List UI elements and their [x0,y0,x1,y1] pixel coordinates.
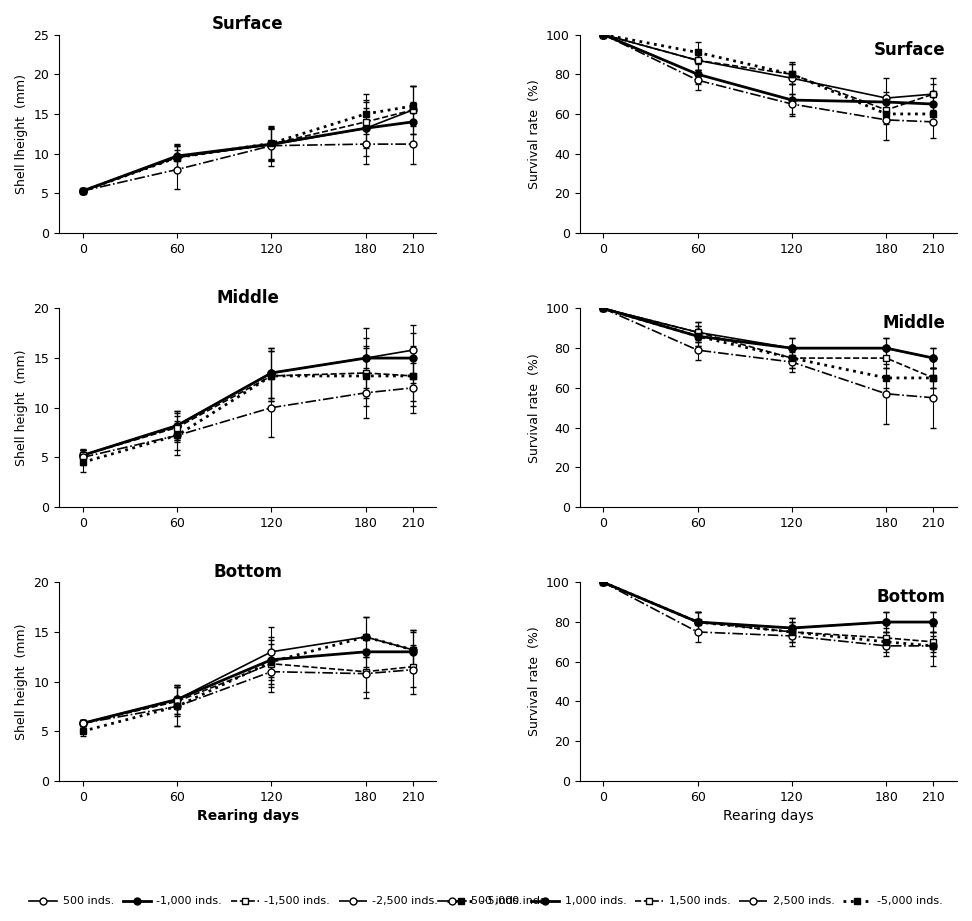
Y-axis label: Survival rate  (%): Survival rate (%) [528,353,540,462]
Y-axis label: Shell height  (mm): Shell height (mm) [15,624,28,740]
Title: Middle: Middle [217,289,279,307]
Title: Surface: Surface [212,15,284,33]
Legend: 500 inds., 1,000 inds., 1,500 inds., 2,500 inds., -5,000 inds.: 500 inds., 1,000 inds., 1,500 inds., 2,5… [434,892,947,911]
X-axis label: Rearing days: Rearing days [723,810,814,823]
Y-axis label: Shell height  (mm): Shell height (mm) [15,349,28,466]
Legend: 500 inds., -1,000 inds., -1,500 inds., -2,500 inds., -·5,000 inds.: 500 inds., -1,000 inds., -1,500 inds., -… [25,892,554,911]
Text: Surface: Surface [874,41,946,59]
Y-axis label: Survival rate  (%): Survival rate (%) [528,626,540,737]
Y-axis label: Survival rate  (%): Survival rate (%) [528,79,540,189]
Y-axis label: Shell lheight  (mm): Shell lheight (mm) [15,74,28,193]
Text: Bottom: Bottom [877,589,946,606]
Text: Middle: Middle [883,314,946,332]
Title: Bottom: Bottom [213,563,282,581]
X-axis label: Rearing days: Rearing days [196,810,298,823]
